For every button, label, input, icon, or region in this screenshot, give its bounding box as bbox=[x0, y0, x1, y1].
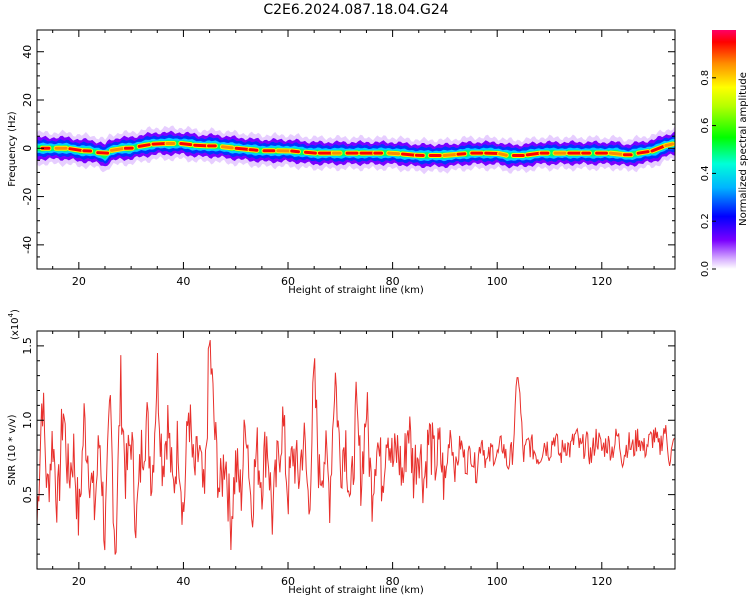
spectrogram-panel: 20 40 60 80 100 120 -40 -20 0 20 40 Height of stra… bbox=[7, 29, 676, 296]
snr-ticks: 20 40 60 80 100 120 0.5 1.0 1.5 bbox=[21, 331, 675, 588]
heatmap-core-red bbox=[193, 143, 210, 148]
heatmap-core-red bbox=[137, 143, 151, 148]
colorbar-label: Normalized spectral amplitude bbox=[738, 72, 749, 226]
colorbar-tick-label: 0.6 bbox=[700, 118, 711, 134]
heatmap-core-red bbox=[650, 144, 667, 153]
heatmap-core-red bbox=[290, 149, 300, 154]
heatmap-core-red bbox=[442, 152, 459, 157]
colorbar-tick-label: 0.8 bbox=[700, 70, 711, 86]
snr-y-tick-label: 0.5 bbox=[21, 486, 34, 504]
snr-x-tick-label: 100 bbox=[487, 575, 508, 588]
snr-xlabel: Height of straight line (km) bbox=[288, 585, 424, 596]
heatmap-core-red bbox=[234, 146, 251, 151]
spectrogram-y-tick-label: -40 bbox=[21, 236, 34, 254]
heatmap-core-red bbox=[401, 152, 418, 157]
spectrogram-x-tick-label: 20 bbox=[72, 275, 86, 288]
snr-y-tick-label: 1.5 bbox=[21, 337, 34, 355]
snr-x-tick-label: 20 bbox=[72, 575, 86, 588]
snr-multiplier: (x104) bbox=[7, 309, 21, 340]
snr-ylabel: SNR (10 * v/v) bbox=[7, 414, 18, 485]
snr-x-tick-label: 40 bbox=[176, 575, 190, 588]
heatmap-core-red bbox=[456, 152, 467, 156]
snr-x-tick-label: 120 bbox=[591, 575, 612, 588]
heatmap-core-red bbox=[387, 151, 401, 156]
snr-line bbox=[37, 340, 675, 555]
heatmap-core-red bbox=[179, 142, 193, 147]
spectrogram-x-tick-label: 120 bbox=[591, 275, 612, 288]
colorbar-tick-label: 0.0 bbox=[700, 261, 711, 277]
spectrogram-xlabel: Height of straight line (km) bbox=[288, 285, 424, 296]
colorbar-tick-label: 0.2 bbox=[700, 213, 711, 229]
heatmap-core-red bbox=[68, 147, 85, 153]
heatmap-core-red bbox=[248, 148, 259, 152]
snr-x-tick-label: 80 bbox=[386, 575, 400, 588]
heatmap-core-red bbox=[110, 146, 127, 152]
colorbar-tick-label: 0.4 bbox=[700, 165, 711, 181]
heatmap-core-red bbox=[304, 150, 317, 155]
heatmap-core-red bbox=[664, 142, 675, 148]
heatmap-core-red bbox=[636, 150, 650, 155]
colorbar-gradient bbox=[712, 30, 736, 269]
spectrogram-y-tick-label: 20 bbox=[21, 93, 34, 107]
figure-title: C2E6.2024.087.18.04.G24 bbox=[263, 2, 448, 18]
spectrogram-ylabel: Frequency (Hz) bbox=[7, 111, 18, 187]
spectrogram-heatmap bbox=[37, 125, 675, 175]
spectrogram-x-tick-label: 40 bbox=[176, 275, 190, 288]
spectrogram-ticks: 20 40 60 80 100 120 -40 -20 0 20 40 bbox=[21, 30, 675, 288]
colorbar-ticks: 0.0 0.2 0.4 0.6 0.8 bbox=[700, 70, 716, 277]
heatmap-core-red bbox=[498, 152, 508, 157]
snr-y-tick-label: 1.0 bbox=[21, 412, 34, 430]
heatmap-core-red bbox=[525, 151, 542, 157]
colorbar: 0.0 0.2 0.4 0.6 0.8 Normalized spectral ampl… bbox=[700, 30, 749, 277]
snr-x-tick-label: 60 bbox=[281, 575, 295, 588]
heatmap-core-red bbox=[151, 142, 168, 146]
spectrogram-y-tick-label: 0 bbox=[21, 145, 34, 152]
spectrogram-x-tick-label: 60 bbox=[281, 275, 295, 288]
spectrogram-x-tick-label: 80 bbox=[386, 275, 400, 288]
heatmap-core-red bbox=[220, 145, 234, 150]
spectrogram-y-tick-label: 40 bbox=[21, 45, 34, 59]
spectrogram-y-tick-label: -20 bbox=[21, 188, 34, 206]
snr-multiplier-exponent: 4 bbox=[7, 312, 15, 317]
snr-plot-area bbox=[37, 340, 675, 555]
snr-panel: 20 40 60 80 100 120 0.5 1.0 1.5 (x104) Height of… bbox=[7, 309, 676, 596]
heatmap-core-red bbox=[608, 151, 625, 156]
heatmap-core-red bbox=[96, 151, 110, 155]
spectrogram-x-tick-label: 100 bbox=[487, 275, 508, 288]
spectrogram-frame bbox=[36, 29, 676, 270]
